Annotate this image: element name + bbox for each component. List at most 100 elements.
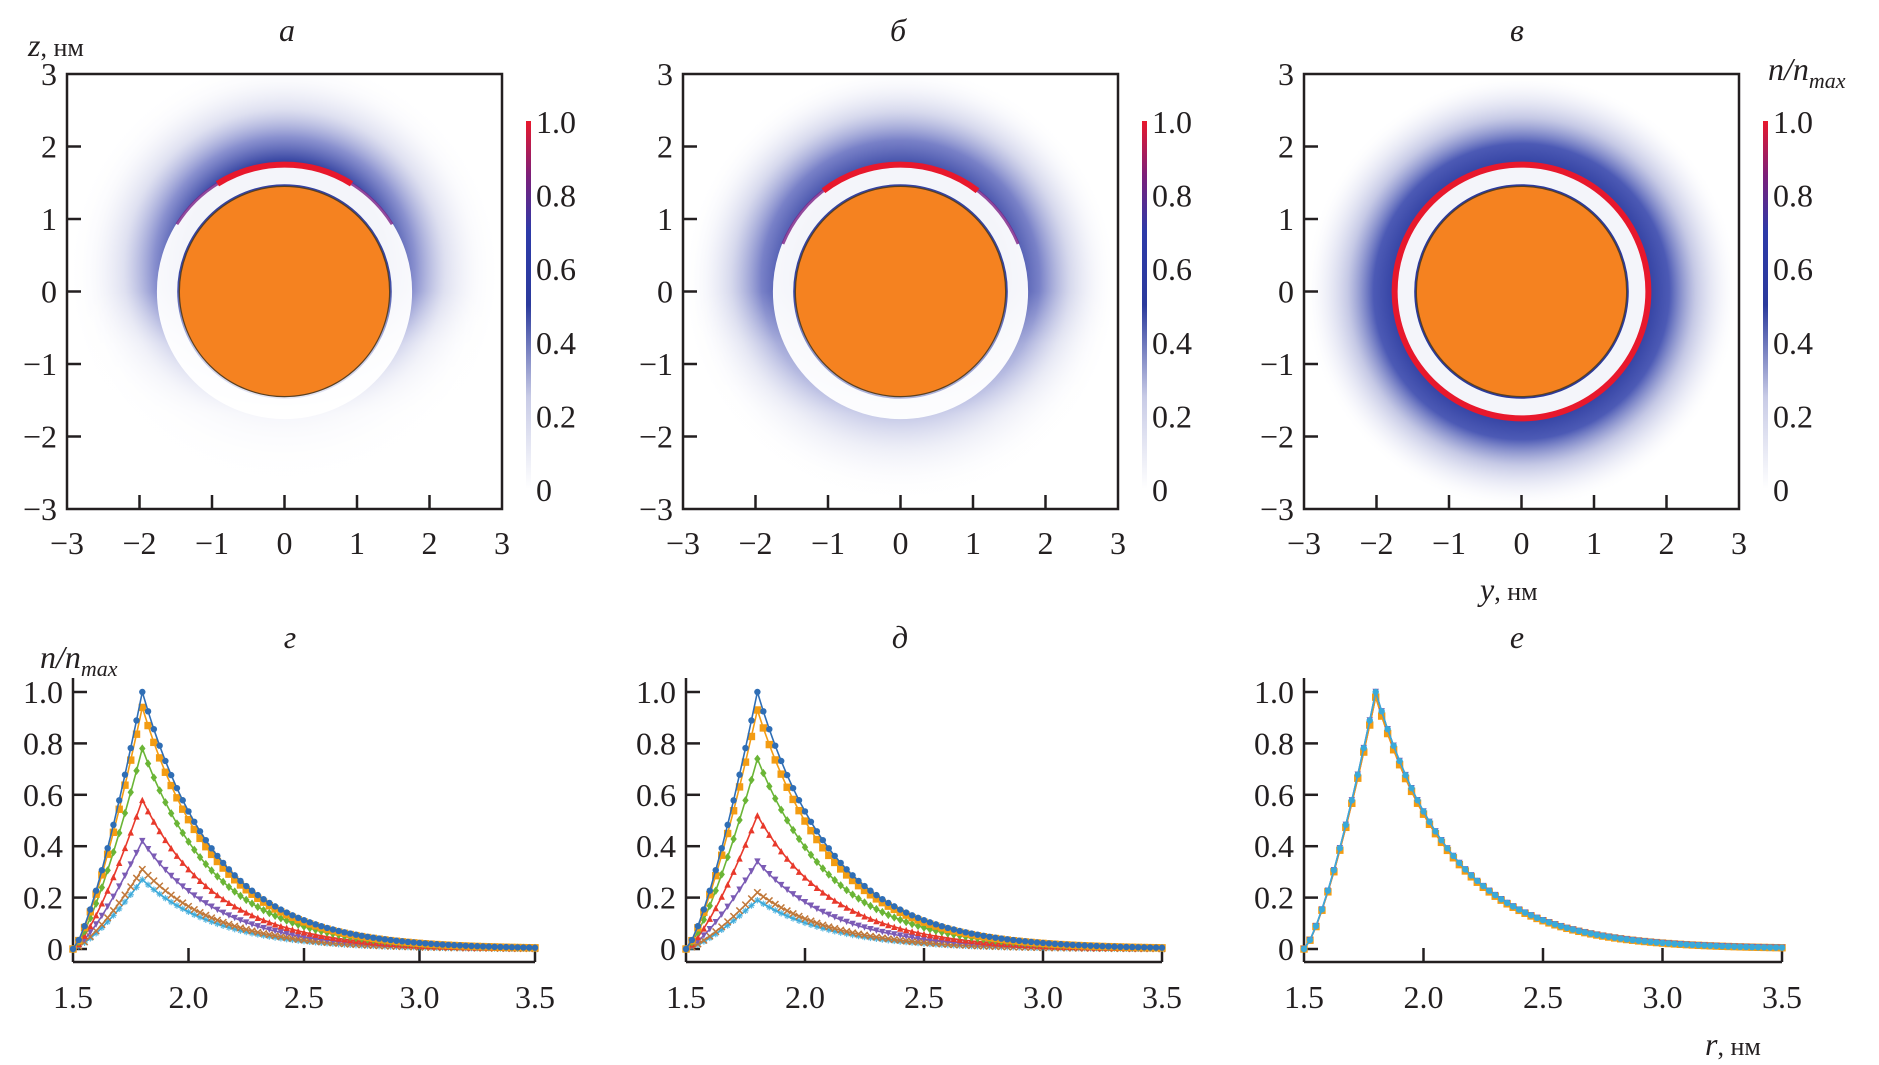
data-point xyxy=(1742,943,1750,951)
data-point xyxy=(771,900,779,909)
data-point xyxy=(92,921,100,928)
data-point xyxy=(1407,787,1416,796)
data-point xyxy=(231,887,238,896)
data-point xyxy=(789,862,797,869)
data-point xyxy=(514,944,521,951)
data-point xyxy=(375,935,383,942)
data-point xyxy=(789,915,797,922)
data-point xyxy=(214,920,221,928)
data-point xyxy=(878,934,887,942)
data-point xyxy=(795,895,803,902)
data-point xyxy=(104,903,111,910)
data-point xyxy=(1045,940,1053,947)
data-point xyxy=(825,893,832,900)
data-point xyxy=(1665,940,1672,947)
data-point xyxy=(1503,899,1511,907)
data-point xyxy=(92,930,100,937)
data-point xyxy=(283,909,290,916)
data-point xyxy=(843,904,850,911)
y-tick-label: 0 xyxy=(1278,274,1294,310)
colorbar-tick-label: 0.8 xyxy=(1773,178,1813,214)
data-point xyxy=(456,942,464,949)
data-point xyxy=(271,911,279,920)
data-point xyxy=(190,825,198,834)
line-chart-panel-e: 1.5 2.0 2.5 3.0 3.5 0 0.2 0.4 0.6 0.8 1.0 д xyxy=(636,619,1182,1015)
data-point xyxy=(854,930,863,938)
x-tick-label: 3 xyxy=(1110,525,1126,561)
data-point xyxy=(860,931,869,939)
data-point xyxy=(213,916,222,924)
data-point xyxy=(825,845,832,852)
data-point xyxy=(196,896,204,903)
data-point xyxy=(712,866,719,874)
y-tick-label: 1 xyxy=(1278,201,1294,237)
data-point xyxy=(1016,937,1023,944)
y-tick-label: −2 xyxy=(1260,419,1294,455)
data-point xyxy=(1719,943,1726,950)
data-point xyxy=(831,875,838,885)
data-point xyxy=(162,757,169,765)
data-point xyxy=(208,903,215,910)
data-point xyxy=(295,932,302,940)
data-point xyxy=(1105,943,1112,950)
data-point xyxy=(144,759,152,768)
data-point xyxy=(190,905,199,914)
data-point xyxy=(1486,887,1493,894)
data-point xyxy=(801,817,809,825)
data-point xyxy=(748,902,755,909)
data-point xyxy=(104,844,111,852)
colorbar-tick-label: 0.4 xyxy=(536,325,576,361)
data-point xyxy=(150,877,158,885)
data-point xyxy=(754,688,761,696)
data-point xyxy=(179,828,186,838)
data-point xyxy=(843,866,850,873)
data-point xyxy=(277,906,285,913)
data-point xyxy=(208,887,215,894)
data-point xyxy=(173,895,181,903)
series-line xyxy=(1303,693,1783,950)
data-point xyxy=(173,878,181,885)
x-tick-label: −3 xyxy=(50,525,84,561)
data-point xyxy=(837,865,845,873)
density-peak-ring xyxy=(1391,161,1652,422)
data-point xyxy=(766,871,773,878)
data-point xyxy=(807,850,815,860)
data-point xyxy=(110,912,117,919)
y-tick-label: −1 xyxy=(23,346,57,382)
data-point xyxy=(1701,942,1708,949)
data-point xyxy=(1659,939,1666,947)
data-point xyxy=(450,942,458,949)
colorbar-tick-label: 0 xyxy=(536,472,552,508)
x-tick-label: −3 xyxy=(666,525,700,561)
data-point xyxy=(150,773,158,782)
data-point xyxy=(998,935,1005,942)
y-tick-label: 0.4 xyxy=(23,828,63,864)
data-point xyxy=(497,943,504,951)
data-point xyxy=(831,897,838,904)
data-point xyxy=(819,844,827,852)
data-point xyxy=(254,923,261,930)
data-point xyxy=(248,930,256,937)
data-point xyxy=(772,876,779,884)
x-tick-label: 2 xyxy=(422,525,438,561)
data-point xyxy=(861,882,868,890)
data-point xyxy=(116,905,123,913)
data-point xyxy=(712,871,720,880)
y-tick-label: 0 xyxy=(41,274,57,310)
data-point xyxy=(789,909,797,918)
data-point xyxy=(167,809,175,818)
x-tick-label: −3 xyxy=(1287,525,1321,561)
data-point xyxy=(1778,944,1786,951)
data-point xyxy=(807,921,815,929)
y-tick-label: −2 xyxy=(23,419,57,455)
series-line xyxy=(685,691,1163,950)
data-point xyxy=(885,899,892,907)
data-point xyxy=(138,703,146,712)
data-point xyxy=(133,884,140,891)
data-point xyxy=(116,883,123,890)
data-point xyxy=(266,926,273,933)
data-point xyxy=(271,927,279,935)
data-point xyxy=(1075,942,1082,949)
data-point xyxy=(121,898,129,906)
data-point xyxy=(801,915,809,923)
